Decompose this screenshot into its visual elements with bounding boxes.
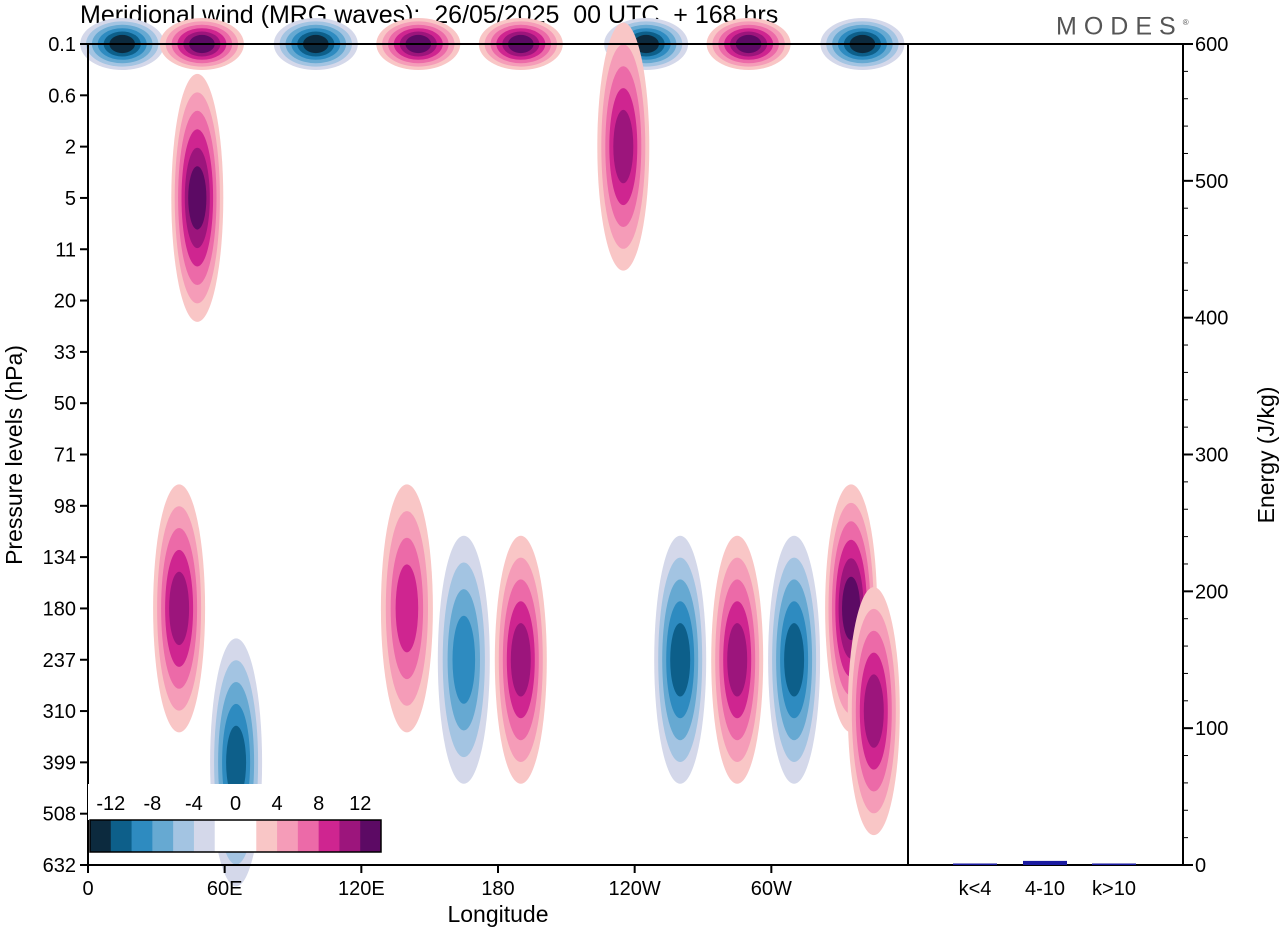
energy-category-label: 4-10	[1025, 878, 1065, 900]
colorbar-swatch	[214, 820, 236, 852]
x-tick-label: 120W	[609, 878, 661, 900]
brand-logo: MODES®	[1056, 8, 1189, 41]
energy-bar	[953, 863, 997, 865]
colorbar-swatch	[297, 820, 320, 852]
colorbar-swatch	[131, 820, 153, 852]
x-tick-label: 120E	[338, 878, 385, 900]
energy-tick-label: 0	[1195, 855, 1206, 877]
energy-tick-label: 500	[1195, 171, 1228, 193]
colorbar-swatch	[90, 820, 112, 852]
y-tick-label: 98	[54, 496, 76, 518]
brand-text: MODES	[1056, 12, 1183, 41]
x-axis-title: Longitude	[447, 901, 548, 927]
y-tick-label: 310	[43, 701, 76, 723]
x-tick-label: 180	[481, 878, 514, 900]
y-tick-label: 20	[54, 291, 76, 313]
colorbar-swatch	[360, 820, 382, 852]
y-tick-label: 0.6	[48, 85, 76, 107]
y-tick-label: 399	[43, 752, 76, 774]
y-tick-label: 134	[43, 547, 76, 569]
x-tick-label: 0	[82, 878, 93, 900]
energy-category-label: k<4	[959, 878, 992, 900]
y-tick-label: 11	[55, 239, 76, 261]
contour-blob	[226, 725, 247, 800]
energy-axis-title: Energy (J/kg)	[1253, 387, 1279, 524]
energy-plot-frame	[907, 43, 1184, 866]
colorbar-tick-label: 0	[230, 793, 241, 815]
colorbar-frame	[89, 819, 382, 853]
brand-mark: ®	[1182, 18, 1189, 27]
colorbar-tick-label: 12	[349, 793, 371, 815]
colorbar: -12 -8 -4 0 4 8 12	[88, 784, 385, 853]
colorbar-label-bg	[88, 784, 385, 820]
contour-blob	[727, 623, 748, 697]
colorbar-tick-label: 4	[272, 793, 283, 815]
colorbar-swatch	[110, 820, 133, 852]
y-tick-label: 2	[65, 137, 76, 159]
colorbar-tick-label: 8	[313, 793, 324, 815]
y-tick-label: 180	[43, 598, 76, 620]
contour-field	[80, 18, 905, 887]
colorbar-swatch	[318, 820, 340, 852]
contour-blob	[670, 623, 691, 697]
y-tick-label: 33	[54, 342, 76, 364]
colorbar-tick-label: -4	[185, 793, 203, 815]
energy-tick-label: 600	[1195, 34, 1228, 56]
colorbar-swatch	[193, 820, 216, 852]
contour-blob	[510, 623, 531, 697]
contour-blob	[188, 166, 207, 230]
colorbar-swatch	[277, 820, 299, 852]
energy-axis: 0 100 200 300 400 500 600	[1183, 34, 1228, 877]
y-tick-label: 0.1	[48, 34, 76, 56]
colorbar-tick-label: -12	[96, 793, 125, 815]
contour-blob	[613, 109, 634, 184]
colorbar-swatch	[339, 820, 361, 852]
contour-blob	[784, 623, 805, 697]
colorbar-swatch	[256, 820, 278, 852]
x-tick-label: 60W	[751, 878, 792, 900]
energy-tick-label: 300	[1195, 445, 1228, 467]
contour-blob	[863, 674, 884, 748]
y-tick-label: 5	[65, 188, 76, 210]
contour-blob	[395, 564, 419, 653]
y-axis-title: Pressure levels (hPa)	[1, 345, 27, 565]
contour-blob	[452, 615, 476, 704]
energy-bar	[1023, 860, 1067, 865]
y-tick-label: 50	[54, 393, 76, 415]
longitude-axis: 0 60E 120E 180 120W 60W	[82, 865, 792, 900]
y-tick-label: 237	[43, 650, 76, 672]
energy-category-label: k>10	[1092, 878, 1136, 900]
energy-tick-label: 100	[1195, 718, 1228, 740]
colorbar-swatch	[152, 820, 174, 852]
y-tick-label: 508	[43, 804, 76, 826]
energy-bars	[953, 860, 1136, 865]
colorbar-swatch	[173, 820, 195, 852]
x-tick-label: 60E	[207, 878, 243, 900]
energy-bar	[1092, 863, 1136, 865]
energy-tick-label: 400	[1195, 308, 1228, 330]
wavenumber-axis: k<4 4-10 k>10	[959, 878, 1136, 900]
energy-tick-label: 200	[1195, 581, 1228, 603]
colorbar-swatch	[235, 820, 257, 852]
contour-blob	[169, 571, 190, 646]
y-tick-label: 632	[43, 855, 76, 877]
pressure-axis: 0.1 0.6 2 5 11 20 33 50 71 98 134 180 237 310 399 508 63…	[43, 34, 88, 877]
colorbar-tick-label: -8	[143, 793, 161, 815]
y-tick-label: 71	[54, 445, 76, 467]
